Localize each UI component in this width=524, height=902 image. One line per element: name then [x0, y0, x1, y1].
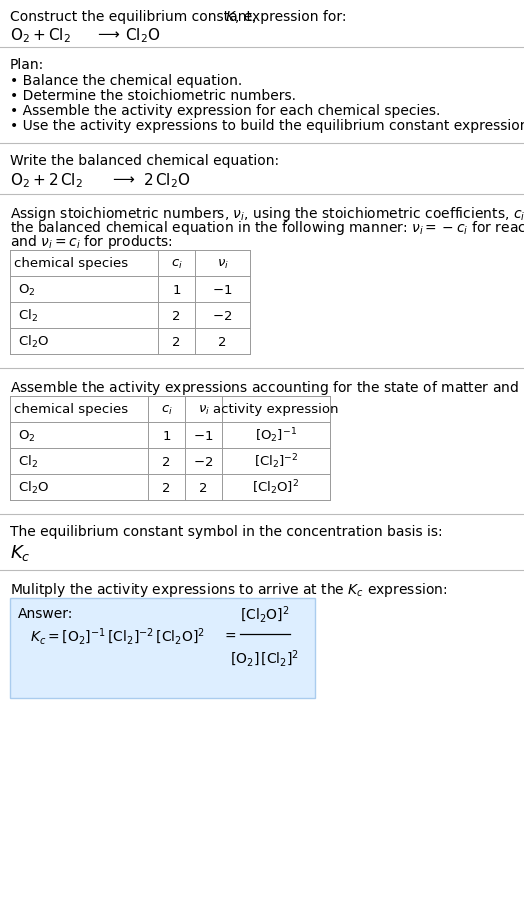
Text: =: =	[225, 630, 237, 643]
Text: Write the balanced chemical equation:: Write the balanced chemical equation:	[10, 154, 279, 168]
Text: 2: 2	[162, 481, 171, 494]
Text: $\mathrm{O_2 + Cl_2}$: $\mathrm{O_2 + Cl_2}$	[10, 26, 71, 45]
Text: 2: 2	[172, 336, 181, 348]
Text: Mulitply the activity expressions to arrive at the $K_c$ expression:: Mulitply the activity expressions to arr…	[10, 580, 447, 598]
Text: 2: 2	[199, 481, 208, 494]
Text: chemical species: chemical species	[14, 403, 128, 416]
Text: Assemble the activity expressions accounting for the state of matter and $\nu_i$: Assemble the activity expressions accoun…	[10, 379, 524, 397]
FancyBboxPatch shape	[10, 598, 315, 698]
Text: 2: 2	[219, 336, 227, 348]
Text: $[\mathrm{Cl_2O}]^{2}$: $[\mathrm{Cl_2O}]^{2}$	[241, 604, 290, 624]
Text: $\mathrm{2\,Cl_2O}$: $\mathrm{2\,Cl_2O}$	[143, 170, 191, 189]
Text: $\nu_i$: $\nu_i$	[198, 403, 210, 416]
Text: • Use the activity expressions to build the equilibrium constant expression.: • Use the activity expressions to build …	[10, 119, 524, 133]
Text: the balanced chemical equation in the following manner: $\nu_i = -c_i$ for react: the balanced chemical equation in the fo…	[10, 219, 524, 236]
Text: chemical species: chemical species	[14, 257, 128, 271]
Text: 1: 1	[172, 283, 181, 296]
Text: $\mathrm{Cl_2O}$: $\mathrm{Cl_2O}$	[18, 480, 49, 495]
Text: Assign stoichiometric numbers, $\nu_i$, using the stoichiometric coefficients, $: Assign stoichiometric numbers, $\nu_i$, …	[10, 205, 524, 223]
Text: $[\mathrm{O_2}]^{-1}$: $[\mathrm{O_2}]^{-1}$	[255, 426, 297, 445]
Text: $\longrightarrow$: $\longrightarrow$	[110, 170, 136, 186]
Text: $-1$: $-1$	[193, 429, 214, 442]
Text: $-2$: $-2$	[193, 455, 214, 468]
Text: $[\mathrm{Cl_2O}]^{2}$: $[\mathrm{Cl_2O}]^{2}$	[253, 478, 300, 497]
Text: $-1$: $-1$	[212, 283, 233, 296]
Text: 2: 2	[172, 309, 181, 322]
Text: $\longrightarrow$: $\longrightarrow$	[95, 26, 121, 41]
Text: $[\mathrm{O_2}]\,[\mathrm{Cl_2}]^{2}$: $[\mathrm{O_2}]\,[\mathrm{Cl_2}]^{2}$	[231, 649, 300, 668]
Text: 1: 1	[162, 429, 171, 442]
Text: $\mathrm{Cl_2O}$: $\mathrm{Cl_2O}$	[18, 334, 49, 350]
Text: Answer:: Answer:	[18, 606, 73, 621]
Text: • Assemble the activity expression for each chemical species.: • Assemble the activity expression for e…	[10, 104, 440, 118]
Text: activity expression: activity expression	[213, 403, 339, 416]
Text: $\mathrm{Cl_2O}$: $\mathrm{Cl_2O}$	[125, 26, 160, 45]
Text: Plan:: Plan:	[10, 58, 44, 72]
Text: $K_c = [\mathrm{O_2}]^{-1}\,[\mathrm{Cl_2}]^{-2}\,[\mathrm{Cl_2O}]^{2}$: $K_c = [\mathrm{O_2}]^{-1}\,[\mathrm{Cl_…	[30, 626, 205, 647]
Text: $\nu_i$: $\nu_i$	[216, 257, 228, 271]
Text: and $\nu_i = c_i$ for products:: and $\nu_i = c_i$ for products:	[10, 233, 173, 251]
Text: , expression for:: , expression for:	[235, 10, 346, 24]
Text: Construct the equilibrium constant,: Construct the equilibrium constant,	[10, 10, 261, 24]
Text: • Determine the stoichiometric numbers.: • Determine the stoichiometric numbers.	[10, 89, 296, 103]
Text: $K$: $K$	[225, 10, 237, 24]
Text: $-2$: $-2$	[212, 309, 233, 322]
Text: $\mathrm{Cl_2}$: $\mathrm{Cl_2}$	[18, 308, 38, 324]
Text: $\mathrm{O_2}$: $\mathrm{O_2}$	[18, 428, 36, 443]
Text: $c_i$: $c_i$	[171, 257, 182, 271]
Text: $\mathrm{Cl_2}$: $\mathrm{Cl_2}$	[18, 454, 38, 470]
Text: $K_c$: $K_c$	[10, 542, 30, 562]
Text: 2: 2	[162, 455, 171, 468]
Text: $[\mathrm{Cl_2}]^{-2}$: $[\mathrm{Cl_2}]^{-2}$	[254, 452, 298, 471]
Text: $\mathrm{O_2 + 2\,Cl_2}$: $\mathrm{O_2 + 2\,Cl_2}$	[10, 170, 83, 189]
Text: $c_i$: $c_i$	[160, 403, 172, 416]
Text: • Balance the chemical equation.: • Balance the chemical equation.	[10, 74, 242, 87]
Text: $\mathrm{O_2}$: $\mathrm{O_2}$	[18, 282, 36, 298]
Text: The equilibrium constant symbol in the concentration basis is:: The equilibrium constant symbol in the c…	[10, 524, 443, 538]
